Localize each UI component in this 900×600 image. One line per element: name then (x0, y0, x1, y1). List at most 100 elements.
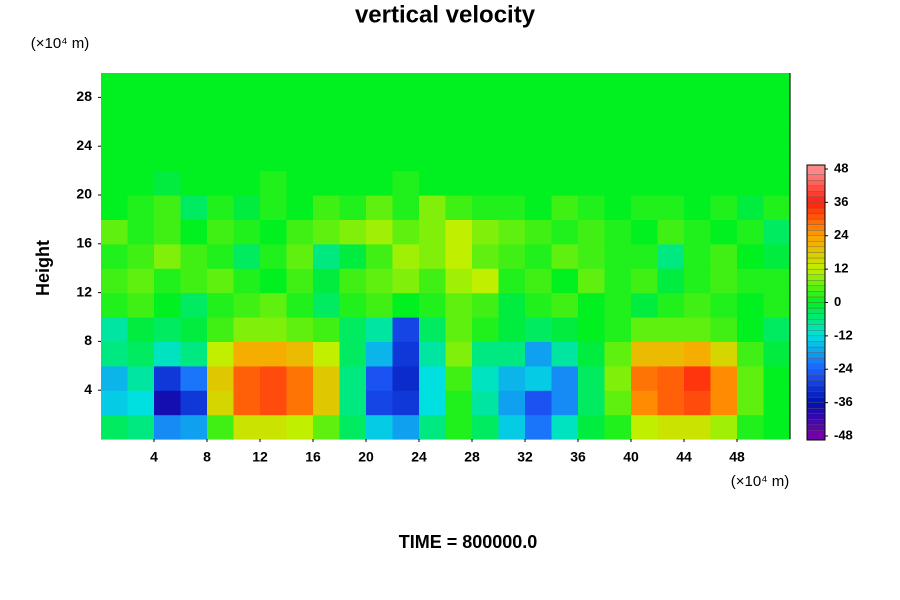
cell (286, 146, 314, 172)
cell (631, 243, 659, 269)
cell (445, 317, 473, 342)
cell (684, 268, 712, 294)
colorbar-tick-label: -12 (834, 327, 853, 342)
cell (763, 195, 791, 220)
cell (737, 268, 765, 294)
cell (207, 73, 235, 98)
colorbar-band (806, 224, 826, 231)
colorbar-band (806, 346, 826, 353)
cell (498, 365, 526, 391)
cell (419, 170, 447, 196)
cell (525, 414, 553, 440)
cell (366, 146, 394, 172)
y-tick-label: 24 (76, 137, 92, 153)
cell (101, 341, 129, 367)
cell (631, 73, 659, 98)
cell (154, 219, 182, 245)
cell (525, 195, 553, 220)
cell (498, 219, 526, 245)
cell (286, 317, 314, 342)
cell (657, 341, 685, 367)
cell (684, 365, 712, 391)
cell (207, 219, 235, 245)
cell (445, 97, 473, 123)
cell (339, 268, 367, 294)
cell (604, 365, 632, 391)
cell (604, 219, 632, 245)
cell (101, 73, 129, 98)
cell (737, 341, 765, 367)
cell (684, 341, 712, 367)
cell (684, 219, 712, 245)
cell (260, 195, 288, 220)
cell (154, 73, 182, 98)
cell (578, 146, 606, 172)
cell (260, 243, 288, 269)
cell (684, 97, 712, 123)
cell (525, 268, 553, 294)
cell (631, 317, 659, 342)
cell (419, 195, 447, 220)
cell (260, 292, 288, 318)
cell (631, 170, 659, 196)
cell (233, 146, 261, 172)
cell (525, 219, 553, 245)
cell (472, 341, 500, 367)
colorbar-band (806, 396, 826, 403)
cell (154, 97, 182, 123)
x-tick-label: 20 (358, 449, 374, 465)
cell (392, 243, 420, 269)
cell (578, 73, 606, 98)
cell (313, 414, 341, 440)
cell (498, 170, 526, 196)
x-tick-label: 48 (729, 449, 745, 465)
cell (763, 341, 791, 367)
colorbar-band (806, 307, 826, 314)
cell (737, 146, 765, 172)
cell (180, 195, 208, 220)
cell (260, 390, 288, 416)
cell (392, 170, 420, 196)
cell (127, 365, 155, 391)
cell (366, 73, 394, 98)
cell (551, 341, 579, 367)
colorbar-band (806, 324, 826, 331)
cell (313, 146, 341, 172)
cell (419, 219, 447, 245)
cell (445, 243, 473, 269)
cell (472, 390, 500, 416)
cell (260, 146, 288, 172)
cell (657, 243, 685, 269)
cell (657, 268, 685, 294)
cell (498, 414, 526, 440)
cell (710, 341, 738, 367)
cell (260, 365, 288, 391)
cell (313, 317, 341, 342)
cell (578, 292, 606, 318)
cell (604, 195, 632, 220)
cell (710, 170, 738, 196)
cell (445, 292, 473, 318)
y-tick-label: 16 (76, 235, 92, 251)
cell (313, 97, 341, 123)
y-axis-label: Height (33, 240, 53, 296)
colorbar-band (806, 419, 826, 426)
colorbar-band (806, 369, 826, 375)
cell (472, 146, 500, 172)
cell (657, 390, 685, 416)
cell (684, 243, 712, 269)
cell (551, 146, 579, 172)
cell (551, 414, 579, 440)
cell (578, 365, 606, 391)
colorbar-tick-label: 0 (834, 294, 841, 309)
colorbar-band (806, 385, 826, 392)
cell (763, 365, 791, 391)
cell (737, 390, 765, 416)
cell (657, 170, 685, 196)
cell (578, 195, 606, 220)
cell (604, 243, 632, 269)
cell (180, 365, 208, 391)
cell (233, 73, 261, 98)
cell (339, 390, 367, 416)
cell (260, 414, 288, 440)
